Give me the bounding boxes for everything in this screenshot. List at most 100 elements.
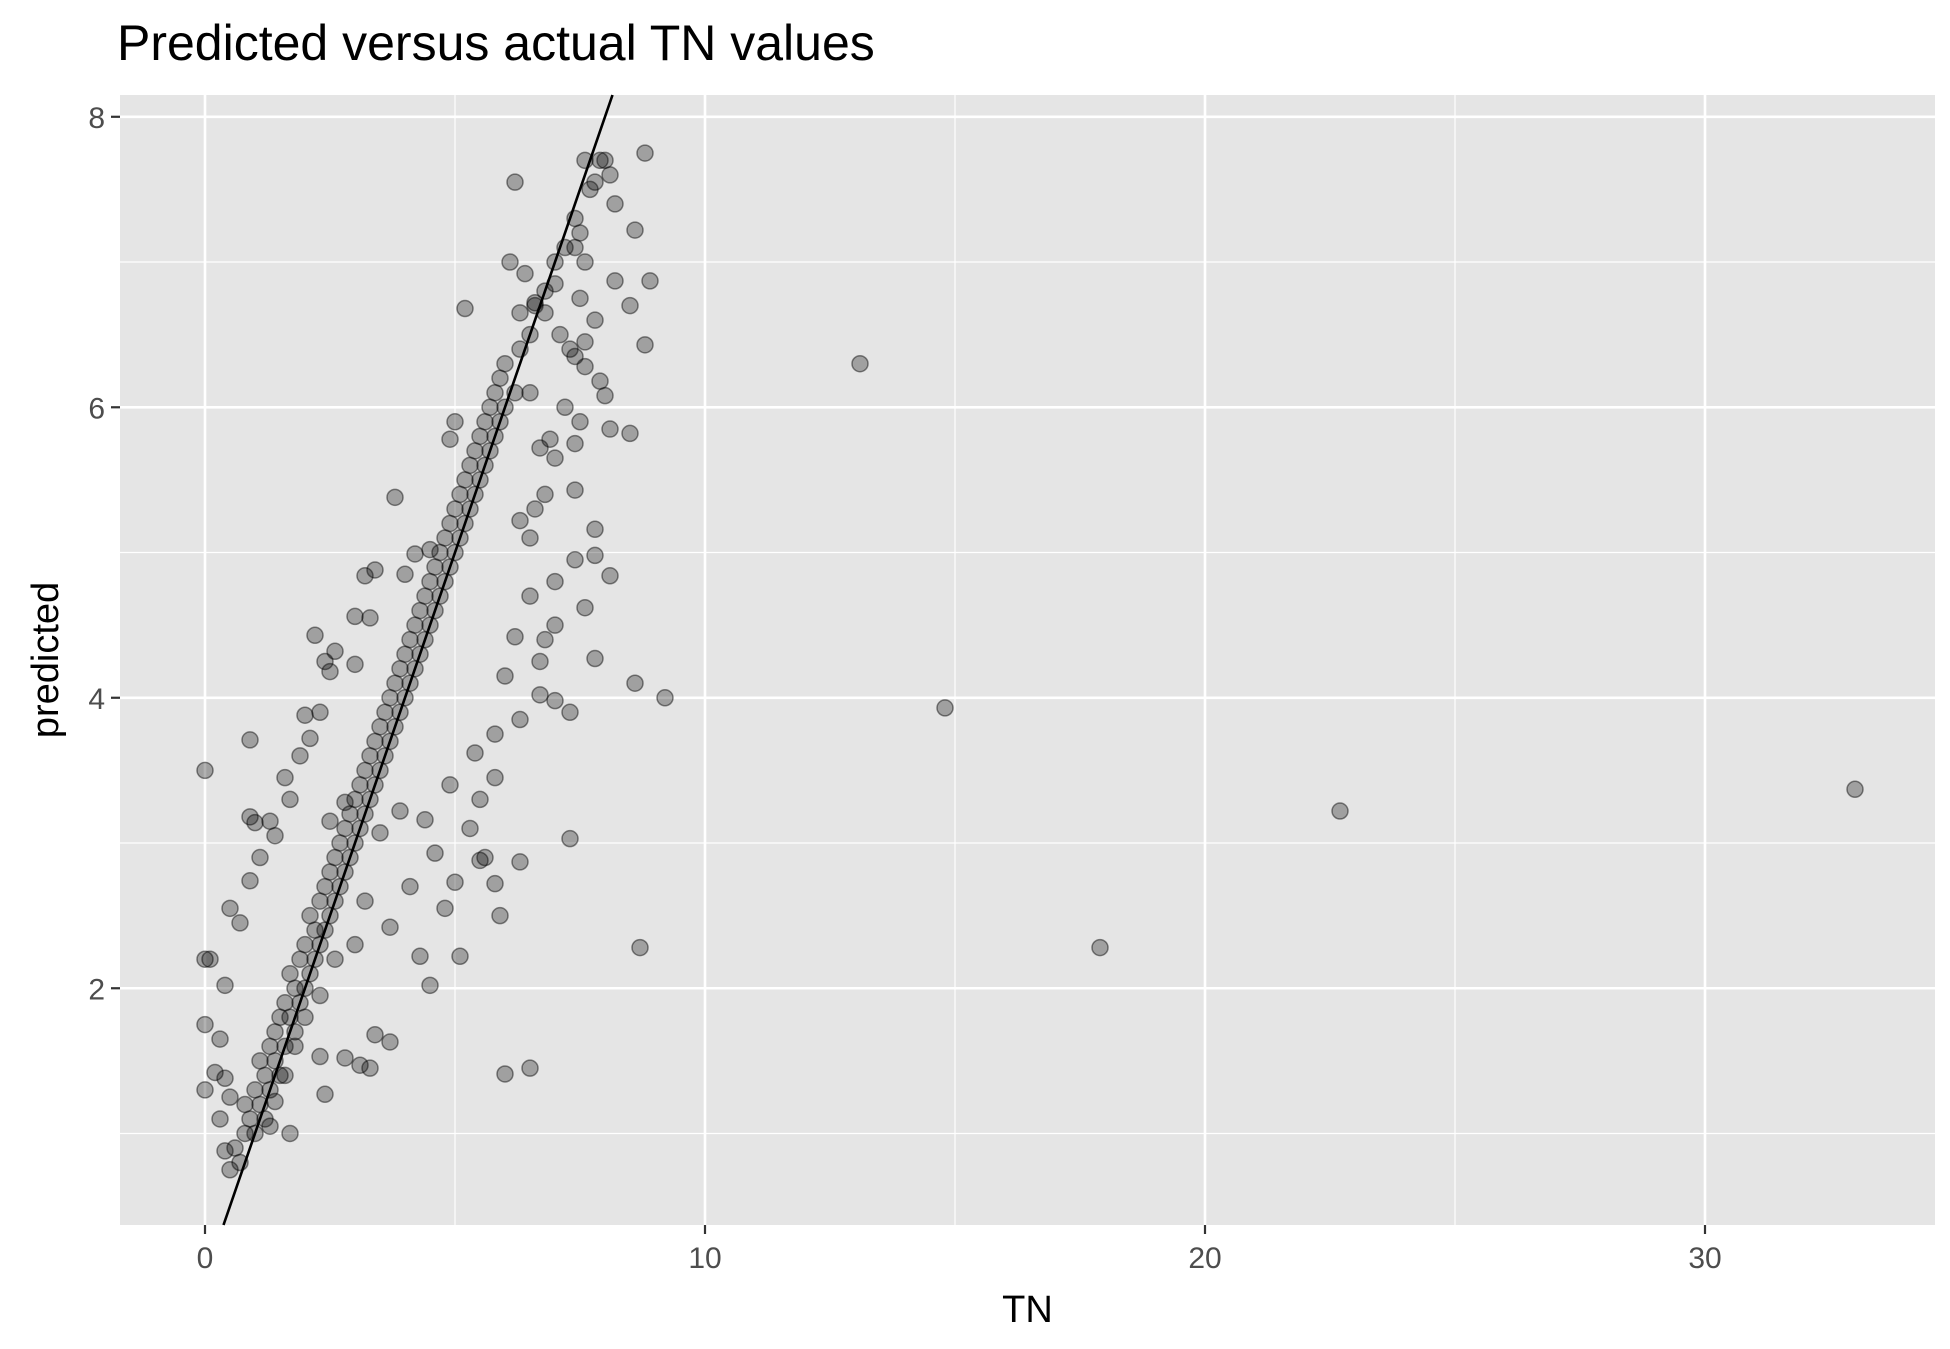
- data-point: [511, 853, 529, 871]
- x-axis-title: TN: [1002, 1289, 1053, 1331]
- data-point: [456, 299, 474, 318]
- data-point: [296, 1008, 314, 1027]
- data-point: [321, 863, 339, 881]
- x-tick-label: 30: [1688, 1242, 1721, 1275]
- data-point: [576, 253, 594, 271]
- data-point: [511, 304, 529, 322]
- y-tick-label: 2: [88, 973, 105, 1006]
- data-point: [491, 906, 509, 925]
- data-point: [211, 1030, 229, 1048]
- data-point: [536, 485, 554, 504]
- data-point: [366, 561, 384, 579]
- data-point: [531, 439, 549, 457]
- data-point: [581, 180, 599, 199]
- data-point: [226, 1139, 244, 1157]
- data-point: [461, 456, 479, 475]
- data-point: [316, 877, 334, 896]
- data-point: [496, 354, 514, 373]
- data-point: [586, 649, 604, 668]
- data-point: [216, 976, 234, 995]
- data-point: [556, 398, 574, 417]
- data-point: [471, 851, 489, 870]
- data-point: [321, 662, 339, 681]
- data-point: [851, 354, 869, 373]
- data-point: [586, 311, 604, 329]
- data-points: [196, 144, 1864, 1179]
- data-point: [546, 449, 564, 467]
- data-point: [531, 652, 549, 671]
- data-point: [466, 744, 484, 762]
- data-point: [586, 546, 604, 565]
- y-tick-label: 4: [88, 683, 105, 716]
- data-point: [506, 173, 524, 191]
- data-point: [601, 420, 619, 438]
- data-point: [401, 877, 419, 896]
- data-point: [241, 872, 259, 890]
- data-point: [426, 558, 444, 576]
- y-tick-label: 8: [88, 102, 105, 135]
- data-point: [546, 691, 564, 710]
- data-point: [306, 626, 324, 645]
- x-tick-label: 0: [197, 1242, 214, 1275]
- data-point: [561, 829, 579, 848]
- data-point: [446, 873, 464, 891]
- data-point: [291, 747, 309, 765]
- data-point: [241, 808, 259, 826]
- data-point: [316, 652, 334, 671]
- data-point: [466, 442, 484, 460]
- data-point: [271, 1008, 289, 1027]
- data-point: [331, 834, 349, 852]
- data-point: [546, 572, 564, 591]
- gridlines: [120, 95, 1935, 1225]
- data-point: [481, 398, 499, 417]
- data-point: [221, 1161, 239, 1179]
- data-point: [266, 826, 284, 845]
- data-point: [441, 776, 459, 794]
- data-point: [441, 430, 459, 448]
- data-point: [541, 430, 559, 448]
- data-point: [346, 655, 364, 674]
- data-point: [196, 1081, 214, 1099]
- data-point: [596, 151, 614, 170]
- data-point: [451, 947, 469, 966]
- data-point: [496, 1065, 514, 1083]
- data-point: [396, 565, 414, 584]
- data-point: [416, 587, 434, 605]
- data-point: [351, 776, 369, 794]
- data-point: [416, 811, 434, 829]
- data-point: [346, 935, 364, 954]
- data-point: [196, 1015, 214, 1034]
- data-point: [366, 1025, 384, 1044]
- data-point: [376, 703, 394, 722]
- data-point: [301, 906, 319, 925]
- data-point: [371, 824, 389, 842]
- data-point: [936, 699, 954, 717]
- data-point: [201, 950, 219, 968]
- plot-panel: [120, 95, 1935, 1225]
- x-tick-label: 10: [688, 1242, 721, 1275]
- data-point: [356, 892, 374, 910]
- data-point: [471, 790, 489, 809]
- data-point: [431, 543, 449, 562]
- data-point: [446, 500, 464, 518]
- data-point: [211, 1110, 229, 1128]
- data-point: [266, 1092, 284, 1111]
- data-point: [566, 481, 584, 499]
- data-point: [281, 790, 299, 809]
- data-point: [216, 1142, 234, 1160]
- data-point: [256, 1066, 274, 1085]
- data-point: [246, 813, 264, 832]
- y-tick-label: 6: [88, 392, 105, 425]
- data-point: [361, 609, 379, 627]
- axes: 0 10 20 30 2 4 6 8: [88, 102, 1721, 1275]
- data-point: [511, 710, 529, 729]
- data-point: [236, 1124, 254, 1143]
- data-point: [451, 485, 469, 504]
- data-point: [486, 874, 504, 893]
- data-point: [406, 545, 424, 563]
- data-point: [221, 899, 239, 918]
- data-point: [626, 674, 644, 692]
- data-point: [486, 384, 504, 402]
- data-point: [521, 1059, 539, 1077]
